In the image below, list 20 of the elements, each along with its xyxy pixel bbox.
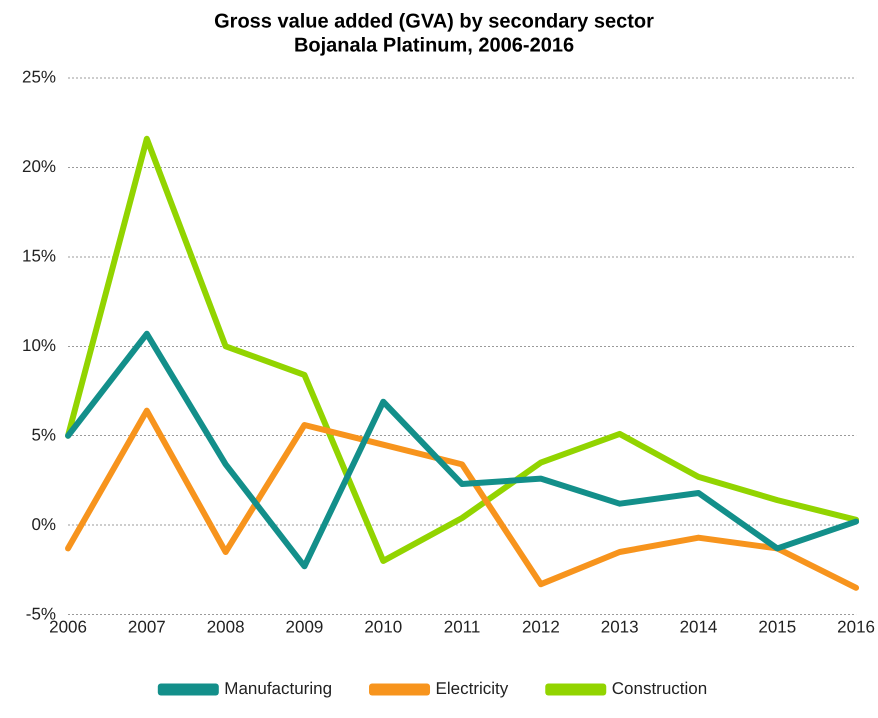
x-tick-label: 2014 <box>680 617 718 636</box>
y-tick-label: 10% <box>22 336 56 355</box>
legend-label: Construction <box>612 679 708 698</box>
x-tick-label: 2008 <box>206 617 245 636</box>
legend-label: Electricity <box>436 679 509 698</box>
y-tick-label: 5% <box>31 425 56 444</box>
y-tick-label: 25% <box>22 68 56 87</box>
x-tick-label: 2016 <box>837 617 876 636</box>
y-tick-label: 15% <box>22 246 56 266</box>
y-tick-label: 0% <box>31 514 56 534</box>
x-tick-label: 2013 <box>600 617 639 636</box>
chart-title: Gross value added (GVA) by secondary sector Bojanala Platinum, 2006-2016 <box>214 10 654 57</box>
x-tick-label: 2011 <box>444 617 480 636</box>
x-tick-label: 2012 <box>522 617 560 636</box>
x-tick-label: 2009 <box>286 617 324 636</box>
x-tick-label: 2007 <box>128 617 166 636</box>
y-tick-label: 20% <box>22 157 56 176</box>
x-tick-label: 2015 <box>758 617 796 636</box>
x-tick-label: 2010 <box>364 617 402 636</box>
legend-label: Manufacturing <box>224 679 332 698</box>
